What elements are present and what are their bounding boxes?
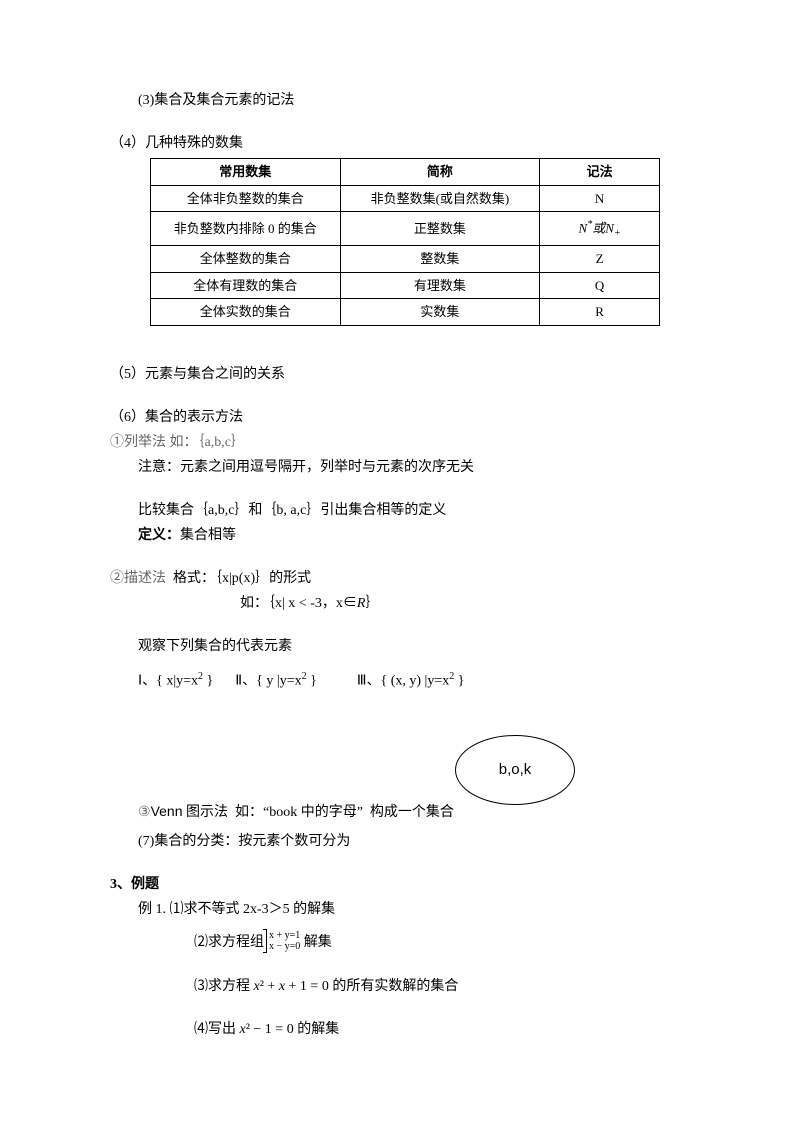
example-3: ⑶求方程 x² + x + 1 = 0 的所有实数解的集合 [194, 976, 684, 997]
examples-heading: 3、例题 [110, 874, 684, 895]
cell: 正整数集 [340, 212, 540, 246]
number-sets-table: 常用数集 简称 记法 全体非负整数的集合 非负整数集(或自然数集) N 非负整数… [150, 158, 660, 326]
brace-icon: x + y=1x − y=0 [266, 930, 300, 952]
table-row: 全体实数的集合 实数集 R [151, 299, 660, 326]
venn-label: b,o,k [499, 759, 532, 782]
observe-line: 观察下列集合的代表元素 [138, 636, 684, 657]
table-row: 全体有理数的集合 有理数集 Q [151, 272, 660, 299]
heading-5: （5）元素与集合之间的关系 [110, 364, 684, 385]
cell: 全体非负整数的集合 [151, 185, 341, 212]
cell: 非负整数内排除 0 的集合 [151, 212, 341, 246]
observe-items: Ⅰ、{ x|y=x2 } Ⅱ、{ y |y=x2 } Ⅲ、{ (x, y) |y… [138, 669, 684, 692]
example-4: ⑷写出 x² − 1 = 0 的解集 [194, 1019, 684, 1040]
method-3-text: ③Venn 图示法 如：“book 中的字母” 构成一个集合 [110, 801, 454, 827]
th-notation: 记法 [540, 159, 660, 186]
venn-oval: b,o,k [455, 735, 575, 805]
def-text: 集合相等 [180, 528, 236, 543]
compare-line: 比较集合｛a,b,c｝和｛b, a,c｝引出集合相等的定义 [138, 500, 684, 521]
table-header-row: 常用数集 简称 记法 [151, 159, 660, 186]
th-short: 简称 [340, 159, 540, 186]
method-1-note: 注意：元素之间用逗号隔开，列举时与元素的次序无关 [138, 457, 684, 478]
heading-4: （4）几种特殊的数集 [110, 133, 684, 154]
obs-3: Ⅲ、{ (x, y) |y=x2 } [357, 669, 465, 692]
cell: 整数集 [340, 246, 540, 273]
definition-line: 定义：集合相等 [138, 525, 684, 546]
heading-6: （6）集合的表示方法 [110, 407, 684, 428]
cell: 实数集 [340, 299, 540, 326]
e2-post: 解集 [300, 935, 332, 950]
obs-2: Ⅱ、{ y |y=x2 } [235, 669, 317, 692]
heading-3: (3)集合及集合元素的记法 [138, 90, 684, 111]
cell: 非负整数集(或自然数集) [340, 185, 540, 212]
obs-1: Ⅰ、{ x|y=x2 } [138, 669, 213, 692]
cell: N*或N+ [540, 212, 660, 246]
e2-pre: ⑵求方程组 [194, 935, 264, 950]
m2-ex-pre: 如：｛x| x < -3，x∈ [240, 596, 357, 611]
table-row: 全体整数的集合 整数集 Z [151, 246, 660, 273]
table-row: 非负整数内排除 0 的集合 正整数集 N*或N+ [151, 212, 660, 246]
cell: N [540, 185, 660, 212]
th-common: 常用数集 [151, 159, 341, 186]
cell: 全体整数的集合 [151, 246, 341, 273]
def-label: 定义： [138, 528, 180, 543]
cell: 有理数集 [340, 272, 540, 299]
m2-ex-tail: ｝ [365, 596, 379, 611]
heading-7: (7)集合的分类：按元素个数可分为 [138, 831, 684, 852]
cell: Z [540, 246, 660, 273]
method-2-title: ②描述法 格式：｛x|p(x)｝的形式 [110, 568, 684, 589]
cell: R [540, 299, 660, 326]
cell: 全体实数的集合 [151, 299, 341, 326]
cell: Q [540, 272, 660, 299]
table-row: 全体非负整数的集合 非负整数集(或自然数集) N [151, 185, 660, 212]
method-1-title: ①列举法 如：｛a,b,c｝ [110, 432, 684, 453]
venn-section: b,o,k ③Venn 图示法 如：“book 中的字母” 构成一个集合 [110, 741, 684, 831]
example-1: 例 1. ⑴求不等式 2x-3＞5 的解集 [138, 899, 684, 920]
example-2: ⑵求方程组x + y=1x − y=0 解集 [194, 932, 684, 954]
method-2-example: 如：｛x| x < -3，x∈R｝ [240, 593, 684, 614]
cell: 全体有理数的集合 [151, 272, 341, 299]
